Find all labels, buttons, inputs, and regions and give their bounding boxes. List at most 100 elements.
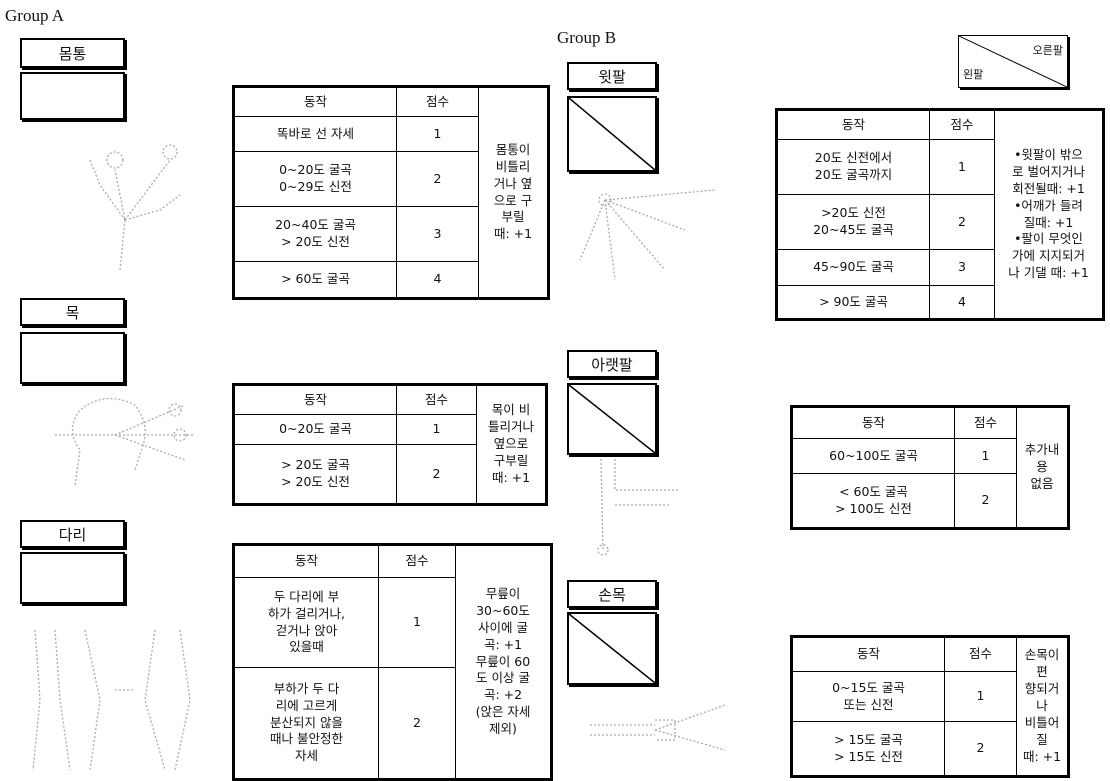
table-header-row: 동작 점수 추가내용 없음: [791, 406, 1069, 529]
score-cell: 4: [396, 261, 479, 299]
action-cell: > 90도 굴곡: [776, 285, 930, 320]
score-table: 동작 점수 몸통이 비틀리 거나 옆 으로 구 부릴 때: +1 똑바로 선 자세 1 0…: [232, 85, 550, 300]
header-cell: 동작: [791, 406, 955, 439]
note-cell: 몸통이 비틀리 거나 옆 으로 구 부릴 때: +1: [478, 86, 549, 299]
action-cell: 0~20도 굴곡 0~29도 신전: [233, 151, 397, 207]
action-cell: 20도 신전에서 20도 굴곡까지: [776, 139, 930, 195]
table-row: > 15도 굴곡 > 15도 신전 2: [791, 721, 1069, 777]
action-cell: 45~90도 굴곡: [776, 249, 930, 286]
wrist-figure: [590, 704, 726, 751]
table-row: < 60도 굴곡 > 100도 신전 2: [791, 473, 1069, 529]
action-cell: 20~40도 굴곡 > 20도 신전: [233, 206, 397, 262]
action-cell: 0~20도 굴곡: [233, 414, 397, 445]
header-cell: 동작: [233, 86, 397, 117]
score-table: 동작 점수 추가내용 없음 60~100도 굴곡 1 < 60도 굴곡 > 100도 신전…: [790, 405, 1070, 530]
action-cell: 똑바로 선 자세: [233, 116, 397, 152]
header-cell: 동작: [233, 544, 379, 578]
group-b-title: Group B: [557, 28, 617, 47]
table-row: 0~20도 굴곡 1: [233, 414, 547, 445]
score-cell: 1: [954, 438, 1017, 474]
score-cell: 2: [396, 151, 479, 207]
action-cell: < 60도 굴곡 > 100도 신전: [791, 473, 955, 529]
action-cell: >20도 신전 20~45도 굴곡: [776, 194, 930, 250]
section-label: 윗팔: [567, 62, 657, 90]
action-cell: 부하가 두 다 리에 고르게 분산되지 않을 때나 불안정한 자세: [233, 667, 379, 780]
header-cell: 점수: [929, 109, 995, 140]
score-cell: 2: [396, 444, 477, 505]
score-cell: 1: [396, 116, 479, 152]
score-table: 동작 점수 손목이 편 향되거나 비틀어질 때: +1 0~15도 굴곡 또는 신전 1…: [790, 635, 1070, 778]
arm-legend: 오른팔 왼팔: [958, 35, 1068, 88]
table-row: 45~90도 굴곡 3: [776, 249, 1104, 286]
section-label: 목: [20, 298, 125, 326]
action-cell: > 60도 굴곡: [233, 261, 397, 299]
table-header-row: 동작 점수 손목이 편 향되거나 비틀어질 때: +1: [791, 636, 1069, 777]
header-cell: 동작: [233, 384, 397, 415]
header-cell: 동작: [776, 109, 930, 140]
header-cell: 점수: [944, 636, 1017, 672]
upper-arm-figure: [579, 189, 716, 281]
score-box: [567, 96, 657, 172]
box-diagonal: [568, 384, 656, 454]
score-cell: 2: [929, 194, 995, 250]
score-table: 동작 점수 목이 비 틀리거나 옆으로 구부릴 때: +1 0~20도 굴곡 1 > 20…: [232, 383, 548, 506]
section-label: 다리: [20, 520, 125, 548]
table-row: 0~20도 굴곡 0~29도 신전 2: [233, 151, 549, 207]
section-label: 몸통: [20, 38, 125, 68]
neck-figure: [55, 398, 195, 486]
score-cell: 1: [944, 671, 1017, 722]
table-row: 20~40도 굴곡 > 20도 신전 3: [233, 206, 549, 262]
score-box: [567, 612, 657, 685]
table-header-row: 동작 점수 •윗팔이 밖으 로 벌어지거나 회전될때: +1 •어깨가 들려 질때:…: [776, 109, 1104, 320]
score-box: [20, 72, 125, 120]
legend-left: 왼팔: [963, 68, 984, 81]
table-header-row: 동작 점수 목이 비 틀리거나 옆으로 구부릴 때: +1: [233, 384, 547, 505]
header-cell: 점수: [396, 384, 477, 415]
score-cell: 1: [929, 139, 995, 195]
score-table: 동작 점수 •윗팔이 밖으 로 벌어지거나 회전될때: +1 •어깨가 들려 질때:…: [775, 108, 1105, 321]
table-header-row: 동작 점수 몸통이 비틀리 거나 옆 으로 구 부릴 때: +1: [233, 86, 549, 299]
score-cell: 3: [396, 206, 479, 262]
score-cell: 4: [929, 285, 995, 320]
table-row: 20도 신전에서 20도 굴곡까지 1: [776, 139, 1104, 195]
note-cell: 무릎이 30~60도 사이에 굴 곡: +1 무릎이 60 도 이상 굴 곡: …: [455, 544, 552, 780]
note-cell: 추가내용 없음: [1016, 406, 1069, 529]
table-row: > 90도 굴곡 4: [776, 285, 1104, 320]
score-cell: 2: [378, 667, 456, 780]
box-diagonal: [568, 613, 656, 684]
table-row: 0~15도 굴곡 또는 신전 1: [791, 671, 1069, 722]
score-cell: 2: [944, 721, 1017, 777]
score-cell: 3: [929, 249, 995, 286]
score-cell: 2: [954, 473, 1017, 529]
score-table: 동작 점수 무릎이 30~60도 사이에 굴 곡: +1 무릎이 60 도 이상 굴…: [232, 543, 553, 781]
table-row: 두 다리에 부 하가 걸리거나, 걷거나 앉아 있을때 1: [233, 577, 552, 668]
action-cell: > 20도 굴곡 > 20도 신전: [233, 444, 397, 505]
action-cell: 0~15도 굴곡 또는 신전: [791, 671, 945, 722]
legend-right: 오른팔: [1032, 44, 1063, 57]
section-label: 아랫팔: [567, 350, 657, 378]
table-row: 똑바로 선 자세 1: [233, 116, 549, 152]
trunk-figure: [89, 144, 181, 271]
box-diagonal: [568, 97, 656, 171]
note-cell: •윗팔이 밖으 로 벌어지거나 회전될때: +1 •어깨가 들려 질때: +1 …: [994, 109, 1104, 320]
score-box: [20, 552, 125, 604]
header-cell: 점수: [378, 544, 456, 578]
table-row: > 60도 굴곡 4: [233, 261, 549, 299]
table-row: >20도 신전 20~45도 굴곡 2: [776, 194, 1104, 250]
table-row: 부하가 두 다 리에 고르게 분산되지 않을 때나 불안정한 자세 2: [233, 667, 552, 780]
group-a-title: Group A: [5, 6, 65, 25]
header-cell: 점수: [396, 86, 479, 117]
action-cell: 두 다리에 부 하가 걸리거나, 걷거나 앉아 있을때: [233, 577, 379, 668]
action-cell: > 15도 굴곡 > 15도 신전: [791, 721, 945, 777]
action-cell: 60~100도 굴곡: [791, 438, 955, 474]
score-box: [567, 383, 657, 455]
score-cell: 1: [396, 414, 477, 445]
table-row: > 20도 굴곡 > 20도 신전 2: [233, 444, 547, 505]
section-label: 손목: [567, 580, 657, 608]
legs-figure: [32, 629, 191, 771]
header-cell: 점수: [954, 406, 1017, 439]
table-header-row: 동작 점수 무릎이 30~60도 사이에 굴 곡: +1 무릎이 60 도 이상 굴…: [233, 544, 552, 780]
header-cell: 동작: [791, 636, 945, 672]
score-box: [20, 332, 125, 384]
